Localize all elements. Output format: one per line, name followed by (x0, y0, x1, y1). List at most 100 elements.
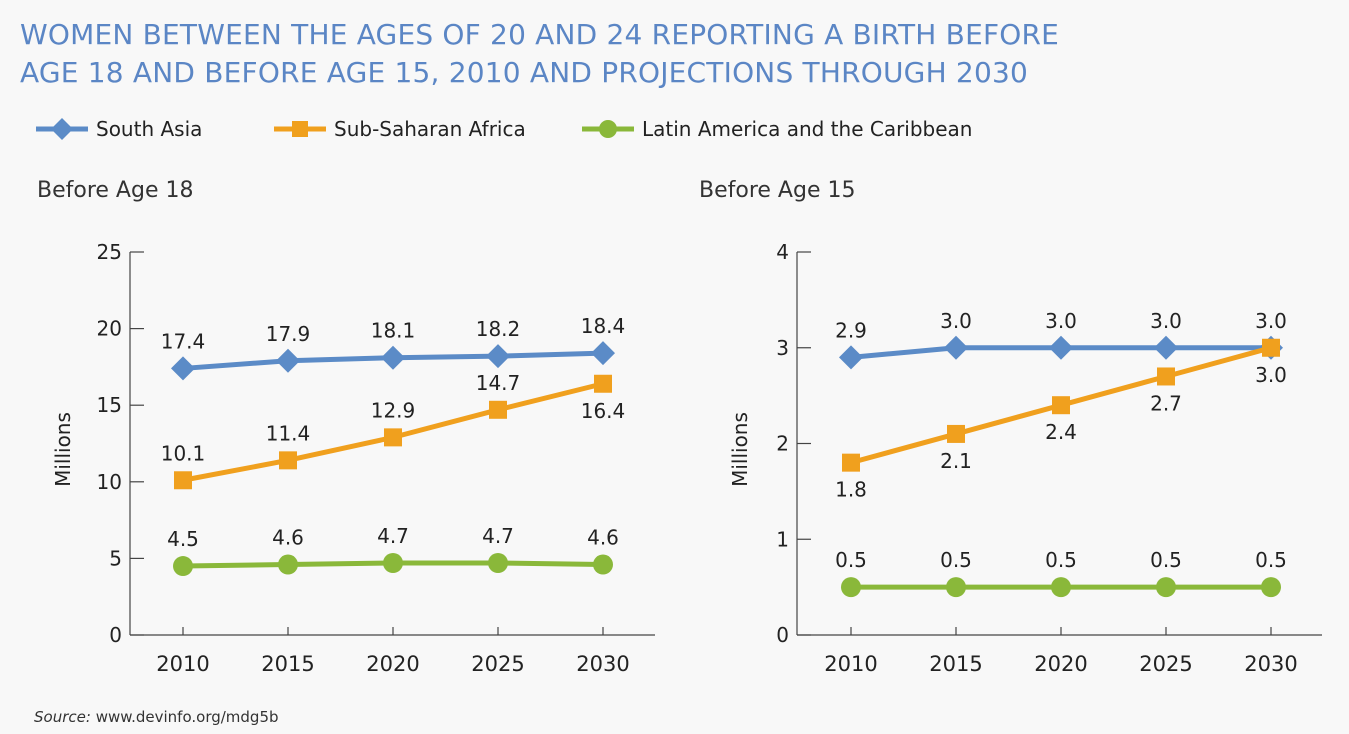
c0-data-label: 4.7 (482, 524, 514, 548)
c0-data-label: 14.7 (476, 371, 521, 395)
c1-y-tick-label: 2 (776, 432, 789, 456)
c0-x-tick-label: 2025 (471, 652, 524, 676)
c1-point-diamond (1049, 335, 1073, 360)
c0-data-label: 17.4 (161, 329, 206, 353)
source-note: Source: www.devinfo.org/mdg5b (34, 708, 279, 726)
c0-y-tick-label: 25 (97, 240, 122, 264)
c0-data-label: 4.5 (167, 527, 199, 551)
c0-point-circle (173, 556, 193, 577)
c0-data-label: 12.9 (371, 398, 416, 422)
c0-data-label: 17.9 (266, 322, 311, 346)
source-url: www.devinfo.org/mdg5b (95, 708, 279, 726)
c1-data-label: 0.5 (1045, 548, 1077, 572)
c0-point-diamond (171, 356, 195, 381)
c1-data-label: 3.0 (1045, 309, 1077, 333)
c1-y-tick-label: 4 (776, 240, 789, 264)
c0-data-label: 11.4 (266, 421, 311, 445)
c1-x-tick-label: 2010 (824, 652, 877, 676)
c1-data-label: 3.0 (1150, 309, 1182, 333)
c0-x-tick-label: 2010 (156, 652, 209, 676)
c1-data-label: 2.9 (835, 318, 867, 342)
c0-point-circle (383, 552, 403, 573)
legend-label-latin-america: Latin America and the Caribbean (642, 117, 973, 141)
square-marker-icon (274, 121, 326, 137)
c1-point-circle (841, 577, 861, 598)
c1-data-label: 3.0 (1255, 363, 1287, 387)
c0-point-circle (593, 554, 613, 575)
c1-point-diamond (839, 345, 863, 370)
c1-point-diamond (944, 335, 968, 360)
diamond-marker-icon (36, 118, 88, 140)
c1-data-label: 2.7 (1150, 391, 1182, 415)
legend-item-south-asia: South Asia (34, 112, 202, 146)
c0-data-label: 4.6 (272, 526, 304, 550)
c0-y-tick-label: 15 (97, 393, 122, 417)
c1-y-axis-label: Millions (728, 412, 752, 487)
c0-y-axis-label: Millions (51, 412, 75, 487)
c1-point-circle (946, 577, 966, 598)
c0-data-label: 4.7 (377, 524, 409, 548)
c1-point-square (1157, 367, 1175, 386)
c0-point-diamond (591, 341, 615, 366)
c1-data-label: 0.5 (1255, 548, 1287, 572)
c1-y-tick-label: 0 (776, 623, 789, 647)
c1-point-circle (1051, 577, 1071, 598)
c1-data-label: 2.4 (1045, 420, 1077, 444)
c0-x-tick-label: 2015 (261, 652, 314, 676)
c1-data-label: 1.8 (835, 478, 867, 502)
panel-title-before-18: Before Age 18 (37, 178, 194, 203)
c1-point-diamond (1154, 335, 1178, 360)
legend-label-sub-saharan-africa: Sub-Saharan Africa (334, 117, 526, 141)
c0-x-tick-label: 2030 (576, 652, 629, 676)
c1-y-tick-label: 1 (776, 527, 789, 551)
c1-point-square (947, 424, 965, 443)
c1-y-tick-label: 3 (776, 336, 789, 360)
c1-x-tick-label: 2015 (929, 652, 982, 676)
c0-point-square (489, 400, 507, 419)
c1-point-square (1052, 396, 1070, 415)
c0-point-circle (488, 552, 508, 573)
c1-data-label: 3.0 (940, 309, 972, 333)
chart-title-line-1: WOMEN BETWEEN THE AGES OF 20 AND 24 REPO… (20, 18, 1060, 51)
legend-label-south-asia: South Asia (96, 117, 203, 141)
c1-point-circle (1261, 577, 1281, 598)
c0-point-diamond (276, 348, 300, 373)
c0-data-label: 18.1 (371, 319, 416, 343)
c0-y-tick-label: 0 (109, 623, 122, 647)
c1-x-tick-label: 2025 (1139, 652, 1192, 676)
c0-point-square (174, 471, 192, 490)
c0-point-diamond (381, 345, 405, 370)
c1-x-tick-label: 2030 (1244, 652, 1297, 676)
source-prefix: Source: (34, 708, 91, 726)
chart-title-line-2: AGE 18 AND BEFORE AGE 15, 2010 AND PROJE… (20, 56, 1028, 89)
c1-point-square (1262, 338, 1280, 357)
c1-x-tick-label: 2020 (1034, 652, 1087, 676)
c0-data-label: 4.6 (587, 526, 619, 550)
c0-data-label: 16.4 (581, 399, 626, 423)
c1-data-label: 0.5 (835, 548, 867, 572)
c0-point-square (594, 374, 612, 393)
legend-item-latin-america: Latin America and the Caribbean (580, 112, 972, 146)
c0-y-tick-label: 20 (97, 317, 122, 341)
c0-data-label: 18.4 (581, 314, 626, 338)
c0-point-square (384, 428, 402, 447)
c0-point-square (279, 451, 297, 470)
c0-y-tick-label: 5 (109, 546, 122, 570)
c1-data-label: 0.5 (940, 548, 972, 572)
legend-item-sub-saharan-africa: Sub-Saharan Africa (272, 112, 526, 146)
c1-data-label: 0.5 (1150, 548, 1182, 572)
c1-point-circle (1156, 577, 1176, 598)
c0-data-label: 10.1 (161, 441, 206, 465)
c1-data-label: 2.1 (940, 449, 972, 473)
c1-point-square (842, 453, 860, 472)
legend: South Asia Sub-Saharan Africa Latin Amer… (34, 112, 1314, 146)
c0-y-tick-label: 10 (97, 470, 122, 494)
c0-data-label: 18.2 (476, 317, 521, 341)
circle-marker-icon (582, 120, 634, 138)
chart-title: WOMEN BETWEEN THE AGES OF 20 AND 24 REPO… (20, 16, 1320, 92)
c0-point-diamond (486, 344, 510, 369)
panel-title-before-15: Before Age 15 (699, 178, 856, 203)
c1-data-label: 3.0 (1255, 309, 1287, 333)
c0-x-tick-label: 2020 (366, 652, 419, 676)
